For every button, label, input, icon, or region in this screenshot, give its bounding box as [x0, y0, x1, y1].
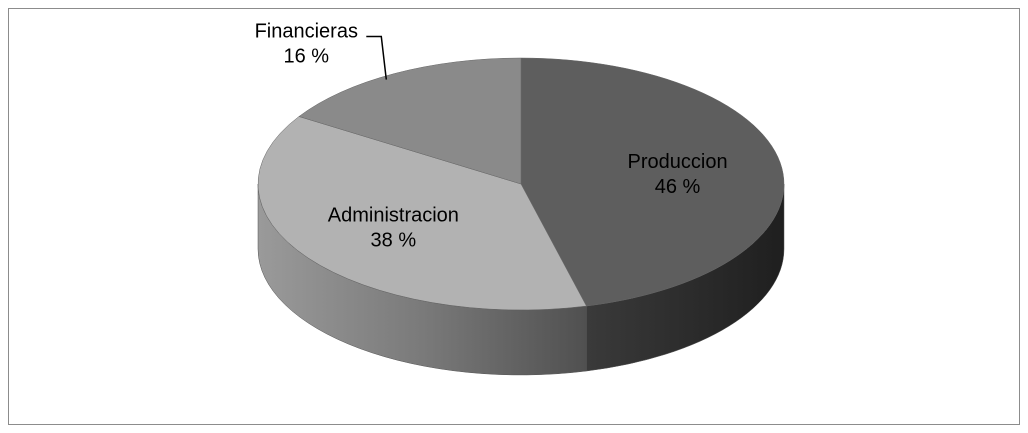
slice-label: Financieras: [255, 21, 358, 43]
slice-label: Administracion: [328, 205, 459, 227]
slice-value: 16 %: [283, 46, 329, 68]
slice: [298, 57, 522, 185]
slice-value: 46 %: [655, 176, 701, 198]
slice: [520, 57, 785, 307]
slice-value: 38 %: [371, 230, 417, 252]
slice-label: Produccion: [628, 151, 728, 173]
leader-line: [366, 35, 388, 80]
slice: [257, 116, 587, 311]
